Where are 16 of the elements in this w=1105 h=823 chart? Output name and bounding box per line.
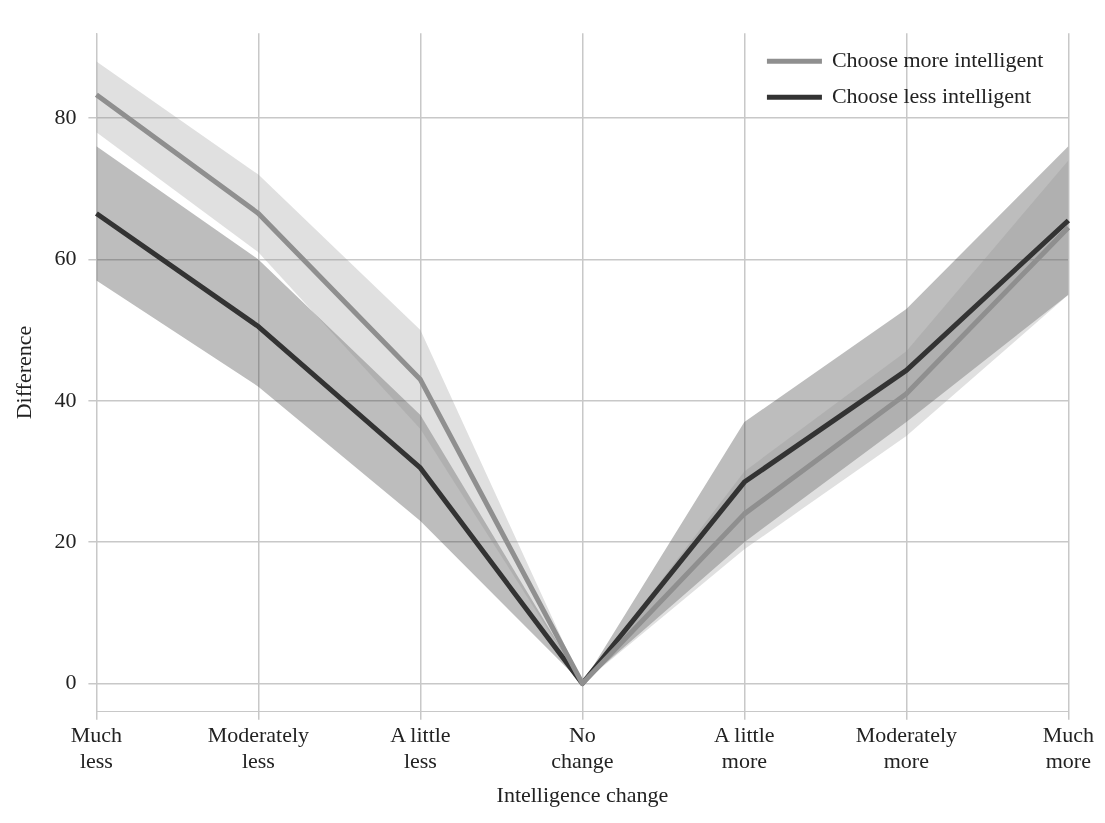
x-tick-label: A little more <box>714 721 775 774</box>
y-tick-label: 60 <box>54 245 77 271</box>
x-axis-title: Intelligence change <box>496 781 669 807</box>
y-tick-label: 0 <box>65 669 77 695</box>
y-tick-label: 80 <box>54 103 77 129</box>
y-tick-label: 40 <box>54 386 77 412</box>
legend-label: Choose less intelligent <box>831 82 1032 108</box>
x-tick-label: Much less <box>70 721 123 774</box>
legend-label: Choose more intelligent <box>831 46 1044 72</box>
x-tick-label: Moderately more <box>855 721 958 774</box>
x-tick-label: Moderately less <box>207 721 310 774</box>
y-axis-title: Difference <box>10 325 36 420</box>
x-tick-label: A little less <box>390 721 451 774</box>
x-tick-label: Much more <box>1042 721 1094 774</box>
y-tick-label: 20 <box>54 527 77 553</box>
x-tick-label: No change <box>551 721 614 774</box>
